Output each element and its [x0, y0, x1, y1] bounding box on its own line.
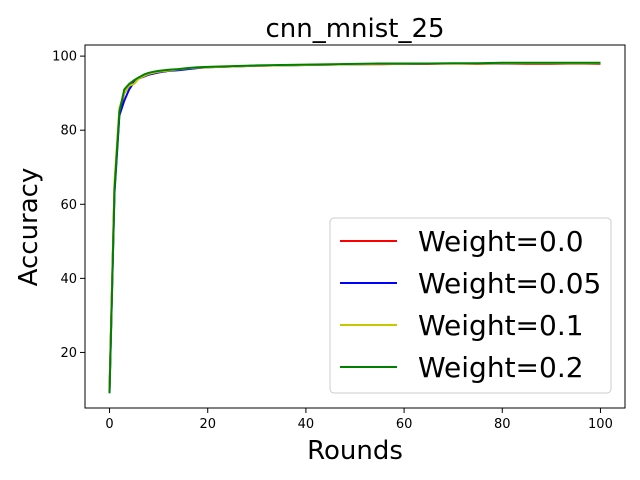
legend-item: Weight=0.05 — [340, 267, 601, 300]
plot-lines — [108, 61, 601, 394]
x-tick-label: 0 — [105, 417, 113, 432]
legend-item: Weight=0.1 — [340, 309, 584, 342]
x-tick-label: 40 — [298, 417, 315, 432]
legend-item: Weight=0.2 — [340, 351, 584, 384]
x-tick-label: 20 — [199, 417, 216, 432]
legend-label: Weight=0.0 — [418, 225, 584, 258]
legend-item: Weight=0.0 — [340, 225, 584, 258]
x-tick-label: 80 — [494, 417, 511, 432]
x-axis-ticks: 0 20 40 60 80 100 — [105, 408, 613, 432]
legend-label: Weight=0.05 — [418, 267, 601, 300]
plot-frame — [84, 44, 626, 409]
legend-box — [329, 217, 612, 394]
legend: Weight=0.0 Weight=0.05 Weight=0.1 Weight=0.… — [329, 217, 612, 394]
y-axis-ticks: 20 40 60 80 100 — [52, 50, 85, 361]
y-tick-label: 40 — [60, 272, 77, 287]
y-tick-label: 60 — [60, 198, 77, 213]
y-tick-label: 100 — [52, 50, 77, 65]
x-tick-label: 60 — [396, 417, 413, 432]
y-tick-label: 80 — [60, 124, 77, 139]
legend-label: Weight=0.1 — [418, 309, 584, 342]
y-tick-label: 20 — [60, 346, 77, 361]
series-line-3 — [108, 61, 601, 394]
chart-title: cnn_mnist_25 — [265, 14, 444, 44]
y-axis-label: Accuracy — [14, 168, 44, 287]
x-axis-label: Rounds — [307, 436, 403, 466]
x-tick-label: 100 — [588, 417, 613, 432]
legend-label: Weight=0.2 — [418, 351, 584, 384]
